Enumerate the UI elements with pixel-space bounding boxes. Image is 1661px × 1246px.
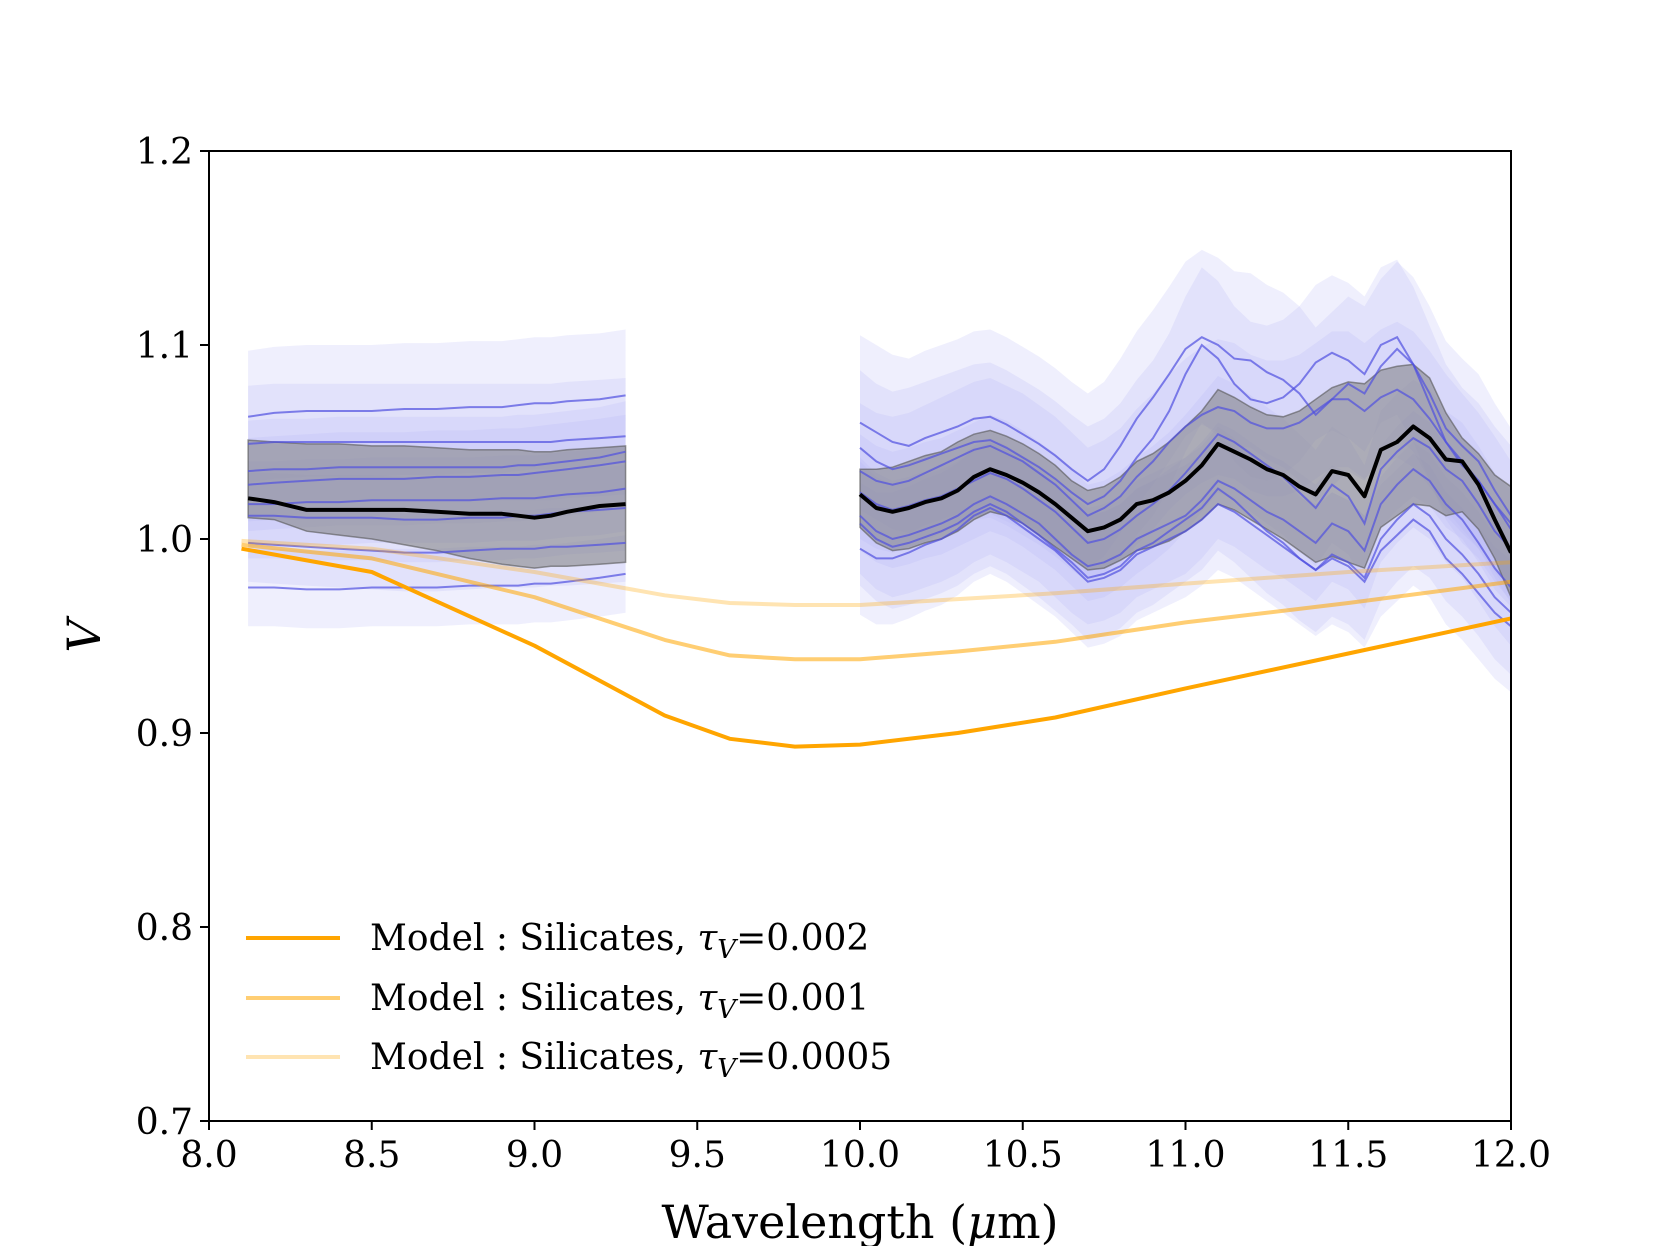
x-tick-label: 8.0 [180, 1135, 237, 1176]
y-tick-label: 0.8 [136, 908, 193, 949]
y-tick-label: 0.9 [136, 714, 193, 755]
observation-line-1-1 [859, 335, 1511, 525]
observation-line-0-6 [248, 541, 626, 554]
x-tick-label: 10.0 [820, 1135, 900, 1176]
observation-line-1-0 [859, 336, 1511, 517]
y-tick-label: 1.0 [136, 520, 193, 561]
model-line-2 [241, 538, 1511, 607]
y-tick-label: 1.2 [136, 132, 193, 173]
x-tick-label: 8.5 [343, 1135, 400, 1176]
observation-segment-1 [858, 249, 1511, 693]
legend-entry-2: Model : Silicates, τV=0.0005 [370, 1037, 892, 1084]
legend: Model : Silicates, τV=0.002 Model : Silic… [246, 918, 892, 1084]
x-tick-label: 11.0 [1145, 1135, 1225, 1176]
observation-line-0-2 [248, 450, 626, 473]
y-axis: 0.7 0.8 0.9 1.0 1.1 1.2 [136, 132, 209, 1143]
model-line-0 [241, 546, 1511, 749]
y-axis-label: V [57, 615, 111, 653]
legend-entry-0: Model : Silicates, τV=0.002 [370, 918, 869, 965]
mean-line-0 [247, 496, 626, 520]
observation-line-0-4 [248, 487, 626, 506]
observation-segment-0 [247, 329, 627, 629]
observation-line-1-6 [859, 502, 1511, 628]
observation-line-0-0 [247, 394, 626, 418]
observation-line-0-3 [248, 460, 626, 486]
observation-line-1-4 [859, 467, 1511, 589]
x-tick-label: 12.0 [1471, 1135, 1551, 1176]
mean-line-1 [858, 424, 1511, 554]
y-tick-label: 0.7 [136, 1102, 193, 1143]
observation-line-1-2 [859, 388, 1511, 530]
x-tick-label: 10.5 [983, 1135, 1063, 1176]
observation-line-0-7 [248, 572, 626, 591]
x-tick-label: 11.5 [1308, 1135, 1388, 1176]
x-axis-label: Wavelength (μm) [661, 1195, 1058, 1246]
y-tick-label: 1.1 [136, 326, 193, 367]
legend-entry-1: Model : Silicates, τV=0.001 [370, 978, 869, 1025]
x-axis: 8.0 8.5 9.0 9.5 10.0 10.5 11.0 11.5 12.0 [180, 1121, 1551, 1176]
observation-line-0-1 [248, 435, 626, 445]
model-line-1 [241, 542, 1511, 662]
x-tick-label: 9.0 [506, 1135, 563, 1176]
x-tick-label: 9.5 [669, 1135, 726, 1176]
mean-band-0 [247, 439, 627, 569]
plot-area [241, 249, 1511, 749]
observation-line-1-5 [859, 487, 1511, 614]
